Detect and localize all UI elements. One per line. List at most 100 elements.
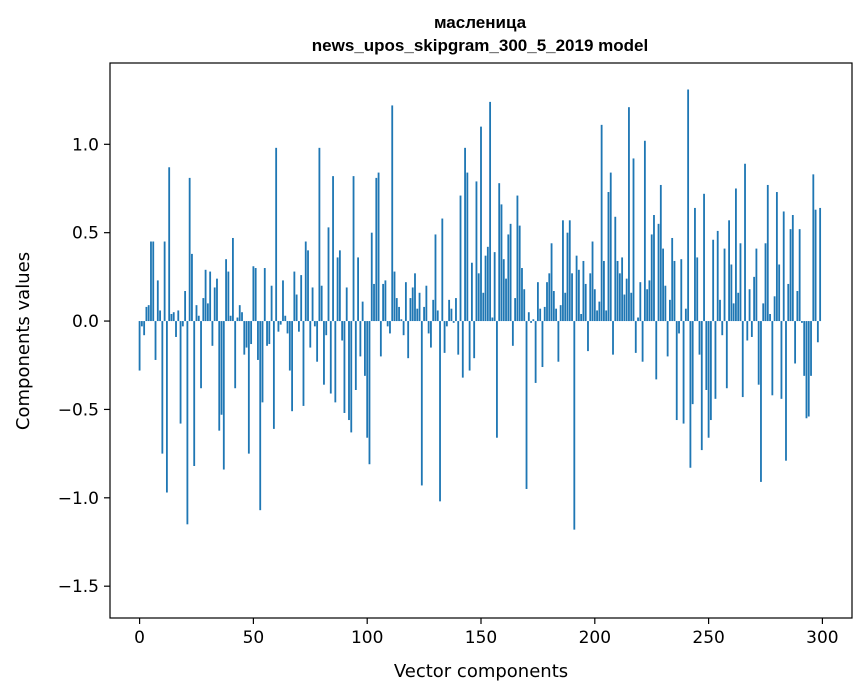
bar-19 (181, 321, 184, 327)
bar-210 (616, 260, 619, 322)
bar-216 (630, 292, 633, 322)
bar-127 (427, 321, 430, 334)
bar-244 (694, 207, 696, 322)
bar-281 (778, 264, 781, 322)
bar-152 (484, 255, 487, 322)
bar-148 (475, 181, 478, 322)
bar-269 (750, 321, 753, 337)
bar-64 (284, 315, 287, 322)
bar-280 (775, 192, 778, 322)
bar-133 (441, 218, 444, 322)
bar-157 (496, 321, 498, 438)
bar-163 (509, 223, 512, 322)
bar-115 (400, 319, 403, 322)
bar-145 (468, 321, 471, 371)
bar-220 (639, 282, 642, 322)
bar-207 (609, 172, 612, 322)
bar-118 (407, 321, 410, 359)
bar-29 (204, 269, 207, 322)
bar-272 (757, 321, 760, 385)
bar-137 (450, 308, 453, 322)
bar-106 (379, 321, 382, 357)
bar-134 (443, 321, 446, 353)
bar-164 (511, 321, 514, 346)
bar-173 (532, 319, 535, 322)
bar-135 (445, 321, 448, 327)
bar-56 (266, 321, 268, 346)
bar-206 (607, 192, 610, 322)
bar-63 (282, 280, 284, 322)
bar-102 (370, 232, 373, 322)
bar-51 (254, 268, 257, 322)
bar-282 (780, 321, 783, 399)
bar-167 (518, 225, 521, 322)
bar-238 (680, 259, 683, 322)
bar-132 (439, 321, 441, 502)
bar-150 (480, 126, 482, 322)
bar-46 (243, 321, 246, 355)
bar-191 (573, 321, 576, 530)
bar-107 (382, 283, 385, 322)
bar-53 (259, 321, 262, 511)
bar-0 (138, 321, 141, 371)
bar-253 (714, 321, 717, 399)
bar-9 (159, 310, 161, 322)
bar-221 (641, 321, 644, 362)
bar-18 (179, 321, 182, 424)
bar-87 (336, 257, 339, 322)
bar-77 (313, 321, 316, 327)
bar-245 (696, 257, 699, 322)
bar-233 (669, 299, 671, 322)
x-tick-label: 100 (351, 628, 383, 648)
bar-15 (172, 312, 175, 322)
bar-7 (154, 321, 157, 360)
bar-10 (161, 321, 164, 454)
bar-20 (184, 291, 187, 322)
bar-232 (666, 321, 669, 357)
bar-96 (357, 257, 359, 322)
bar-103 (373, 283, 375, 322)
bar-88 (338, 250, 341, 322)
bar-50 (252, 266, 255, 322)
bar-140 (457, 321, 460, 355)
bar-119 (409, 298, 412, 322)
bar-45 (241, 312, 243, 322)
bar-209 (614, 216, 617, 322)
bar-21 (186, 321, 189, 525)
bar-239 (682, 321, 685, 424)
bar-58 (270, 285, 273, 322)
bar-264 (739, 243, 742, 322)
bar-219 (637, 317, 639, 322)
bar-294 (807, 321, 810, 417)
bar-17 (177, 310, 180, 322)
bar-83 (327, 227, 330, 322)
bar-283 (782, 211, 785, 322)
bar-33 (213, 287, 216, 322)
bar-247 (700, 321, 703, 451)
bar-267 (746, 321, 749, 341)
bar-213 (623, 294, 626, 322)
bar-69 (295, 294, 298, 322)
y-tick-label: 1.0 (72, 135, 99, 155)
bar-143 (464, 147, 466, 322)
bar-124 (420, 321, 423, 486)
bar-293 (805, 321, 808, 419)
bar-166 (516, 195, 519, 322)
bar-55 (263, 268, 266, 322)
bar-234 (671, 237, 674, 322)
bar-30 (206, 303, 209, 322)
bar-169 (523, 289, 526, 322)
bar-162 (507, 234, 510, 322)
bar-200 (593, 289, 596, 322)
bar-178 (543, 306, 546, 322)
bar-170 (525, 321, 528, 489)
bar-1 (140, 321, 143, 327)
bar-248 (703, 193, 705, 322)
bar-196 (584, 283, 587, 322)
bar-180 (548, 273, 551, 322)
bar-86 (334, 321, 337, 403)
bar-100 (366, 321, 369, 438)
bar-38 (225, 259, 227, 322)
bar-79 (318, 147, 321, 322)
bar-66 (288, 321, 291, 371)
